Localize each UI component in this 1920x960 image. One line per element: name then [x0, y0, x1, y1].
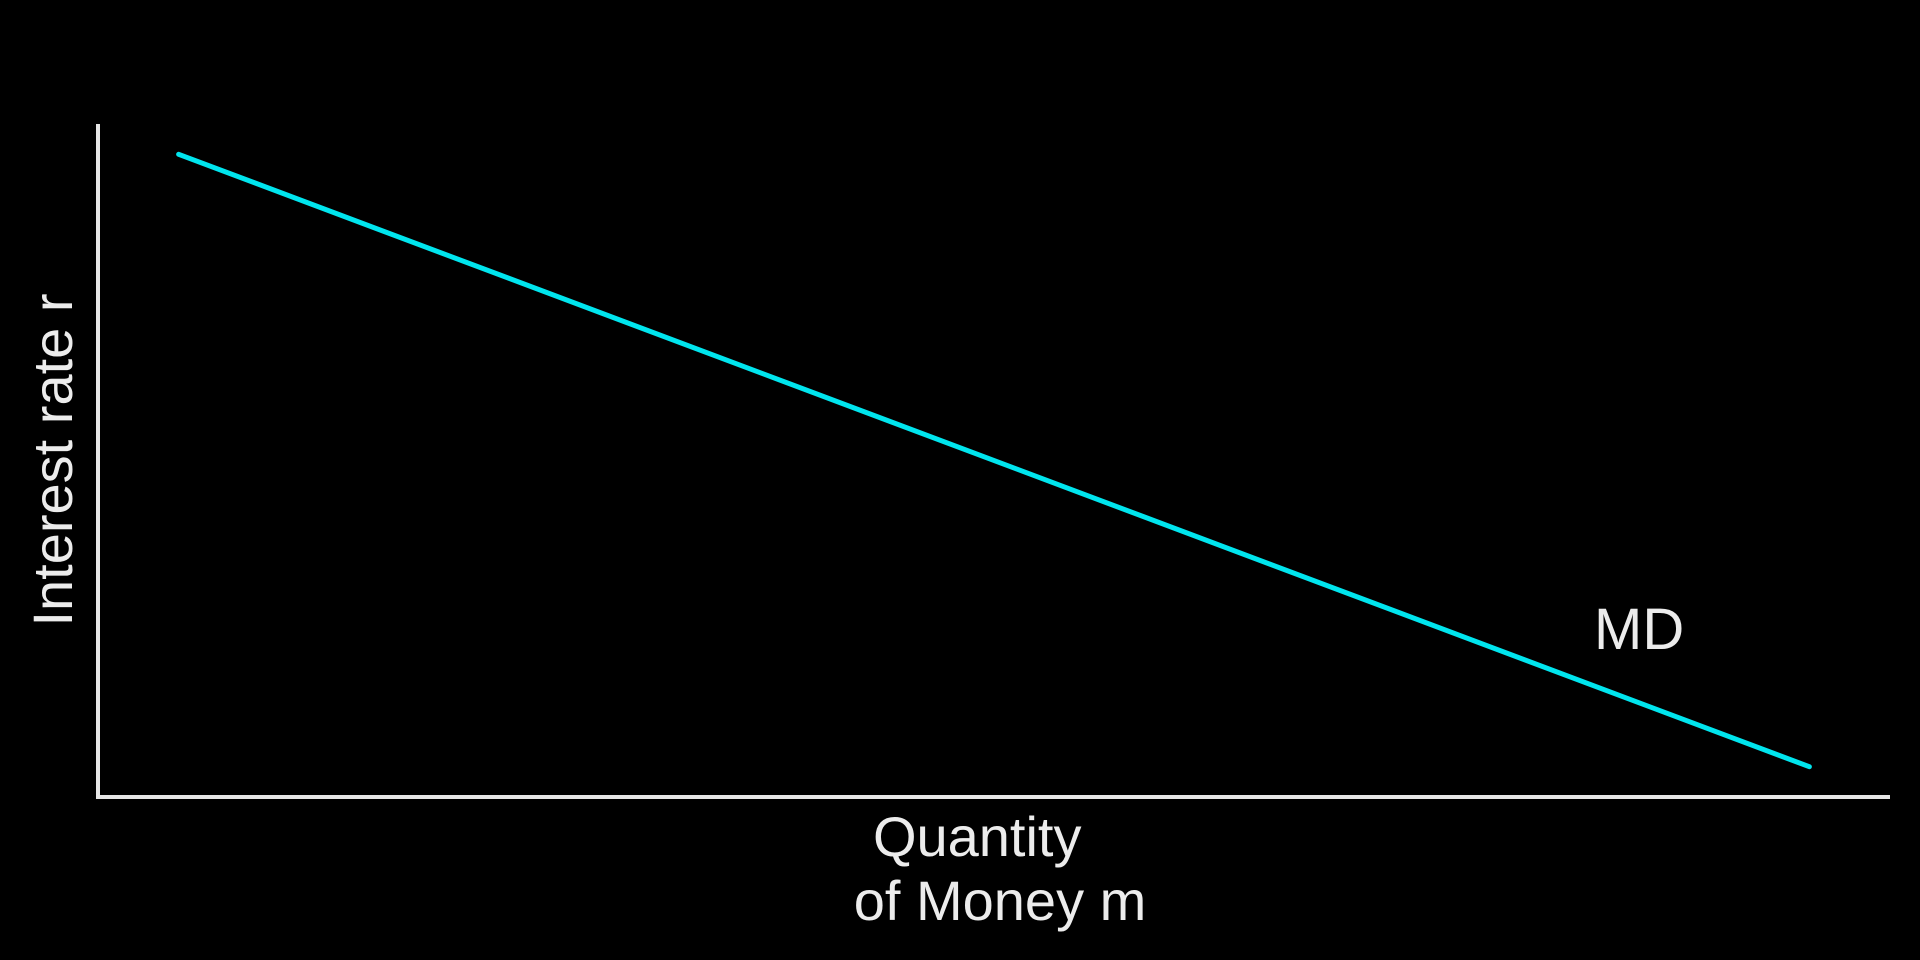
series-line-md [176, 151, 1812, 770]
series-layer [176, 151, 1812, 770]
y-axis-label: Interest rate r [21, 293, 84, 626]
curve-label-md: MD [1594, 597, 1684, 662]
x-axis-label: Quantity of Money m [854, 805, 1147, 932]
annotation-layer: MD [1594, 597, 1684, 662]
x-axis-label-line-1: Quantity [873, 805, 1082, 868]
x-axis-label-line-2: of Money m [854, 869, 1147, 932]
